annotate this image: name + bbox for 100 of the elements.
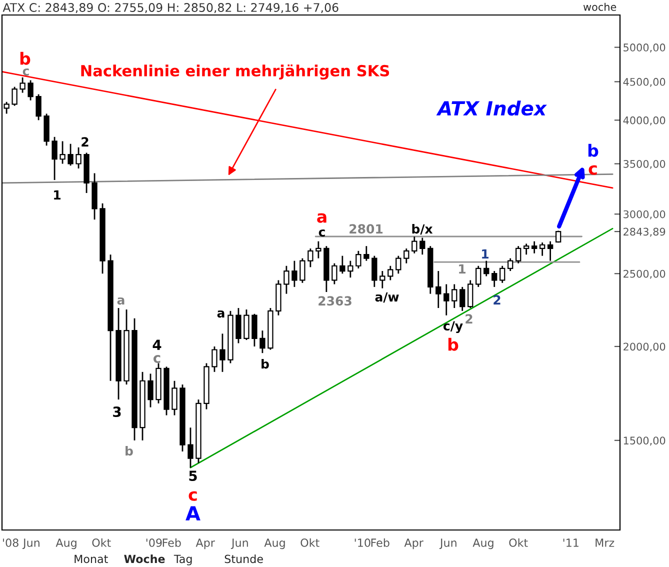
text: Tag bbox=[174, 554, 192, 566]
y-tick-label: 3000,00 bbox=[624, 210, 666, 220]
candlestick bbox=[444, 284, 450, 316]
x-tick-label: Aug bbox=[264, 538, 285, 550]
annotation: c bbox=[318, 229, 325, 237]
candlestick bbox=[316, 240, 322, 259]
x-tick-label: '09 bbox=[146, 538, 162, 547]
candlestick bbox=[476, 265, 482, 288]
candlestick bbox=[531, 240, 538, 254]
annotation: 5 bbox=[189, 470, 197, 482]
x-tick-label: '11 bbox=[563, 538, 578, 547]
y-tick-label: 1500,00 bbox=[624, 436, 666, 446]
text: Stunde bbox=[224, 554, 263, 564]
candlestick bbox=[308, 248, 314, 268]
annotation: a bbox=[217, 310, 224, 318]
candlestick bbox=[260, 330, 266, 354]
candlestick bbox=[404, 248, 410, 264]
annotation: c bbox=[153, 355, 160, 364]
y-tick-label: 2843,89 bbox=[624, 228, 666, 237]
x-tick-label: Jun bbox=[439, 538, 456, 549]
annotation: b bbox=[262, 358, 269, 369]
candlestick bbox=[396, 255, 402, 274]
annotation: Nackenlinie einer mehrjährigen SKS bbox=[81, 64, 390, 80]
annotation: ATX Index bbox=[436, 100, 547, 116]
annotation: 2801 bbox=[350, 224, 383, 234]
annotation: 2 bbox=[466, 314, 472, 324]
candlestick bbox=[372, 255, 378, 288]
candlestick bbox=[468, 280, 474, 309]
annotation: c bbox=[22, 68, 29, 76]
candlestick bbox=[539, 242, 546, 257]
x-tick-label: Apr bbox=[404, 538, 424, 550]
x-tick-label: Aug bbox=[472, 538, 494, 550]
annotation: 2 bbox=[494, 295, 500, 304]
candlestick bbox=[340, 255, 346, 274]
x-tick-label: Jun bbox=[230, 538, 248, 549]
x-tick-label: Apr bbox=[196, 538, 215, 550]
candlestick bbox=[148, 373, 154, 408]
candlestick bbox=[507, 258, 514, 272]
candlestick bbox=[76, 146, 82, 170]
candlestick bbox=[68, 143, 74, 166]
x-tick-label: Jun bbox=[22, 538, 40, 549]
annotation: 1 bbox=[482, 249, 488, 258]
candlestick bbox=[380, 270, 386, 289]
annotation: 1 bbox=[459, 264, 466, 274]
candlestick bbox=[484, 260, 490, 277]
y-tick-label: 2500,00 bbox=[624, 270, 666, 279]
candlestick bbox=[364, 245, 370, 262]
candlestick bbox=[420, 237, 426, 256]
candlestick bbox=[60, 140, 66, 164]
candlestick bbox=[547, 240, 554, 262]
annotation: 3 bbox=[113, 406, 121, 418]
candlestick bbox=[52, 136, 58, 181]
candlestick bbox=[220, 332, 226, 373]
annotation: a/w bbox=[375, 292, 399, 303]
y-tick-label: 2000,00 bbox=[624, 342, 666, 352]
x-tick-label: Okt bbox=[509, 538, 528, 547]
candlestick bbox=[523, 242, 530, 256]
y-tick-label: 5000,00 bbox=[624, 44, 666, 52]
annotation: b bbox=[126, 446, 133, 456]
candlestick bbox=[348, 260, 354, 278]
annotation: A bbox=[186, 506, 200, 520]
candlestick bbox=[212, 346, 218, 373]
annotation: c bbox=[588, 165, 597, 175]
candlestick bbox=[332, 262, 338, 285]
candlestick bbox=[412, 236, 418, 254]
x-tick-label: Feb bbox=[162, 538, 181, 547]
candlestick bbox=[244, 308, 250, 341]
annotation: c/y bbox=[443, 321, 463, 334]
candlestick bbox=[292, 260, 298, 288]
candlestick bbox=[356, 250, 362, 270]
annotation: 4 bbox=[152, 340, 162, 350]
candlestick bbox=[300, 258, 306, 284]
candlestick bbox=[28, 80, 34, 102]
chart-title: ATX C: 2843,89 O: 2755,09 H: 2850,82 L: 2749,16 +7,06 bbox=[2, 3, 338, 14]
candlestick bbox=[188, 426, 194, 468]
candlestick bbox=[436, 270, 442, 309]
x-tick-label: '08 bbox=[3, 538, 18, 547]
x-tick-label: '10 bbox=[354, 538, 370, 547]
annotation: b bbox=[20, 52, 30, 65]
annotation: 2 bbox=[82, 137, 88, 146]
x-tick-label: Okt bbox=[92, 538, 111, 547]
annotation: 2363 bbox=[318, 296, 352, 306]
candlestick bbox=[515, 245, 522, 264]
candlestick bbox=[500, 265, 506, 284]
x-tick-label: Aug bbox=[56, 538, 76, 550]
annotation: c bbox=[188, 491, 197, 501]
candlestick bbox=[252, 313, 258, 348]
chart-subtitle: woche bbox=[583, 2, 616, 11]
x-tick-label: Okt bbox=[300, 538, 320, 547]
candlestick bbox=[236, 307, 242, 344]
candlestick bbox=[20, 76, 26, 94]
text: Monat bbox=[74, 554, 108, 564]
candlestick bbox=[492, 270, 498, 288]
y-tick-label: 3500,00 bbox=[624, 160, 666, 169]
candlestick bbox=[388, 265, 394, 281]
annotation: b bbox=[448, 338, 458, 351]
y-tick-label: 4500,00 bbox=[623, 78, 666, 87]
annotation: 1 bbox=[54, 190, 60, 200]
annotation: a bbox=[117, 297, 124, 305]
x-tick-label: Mrz bbox=[596, 538, 614, 547]
